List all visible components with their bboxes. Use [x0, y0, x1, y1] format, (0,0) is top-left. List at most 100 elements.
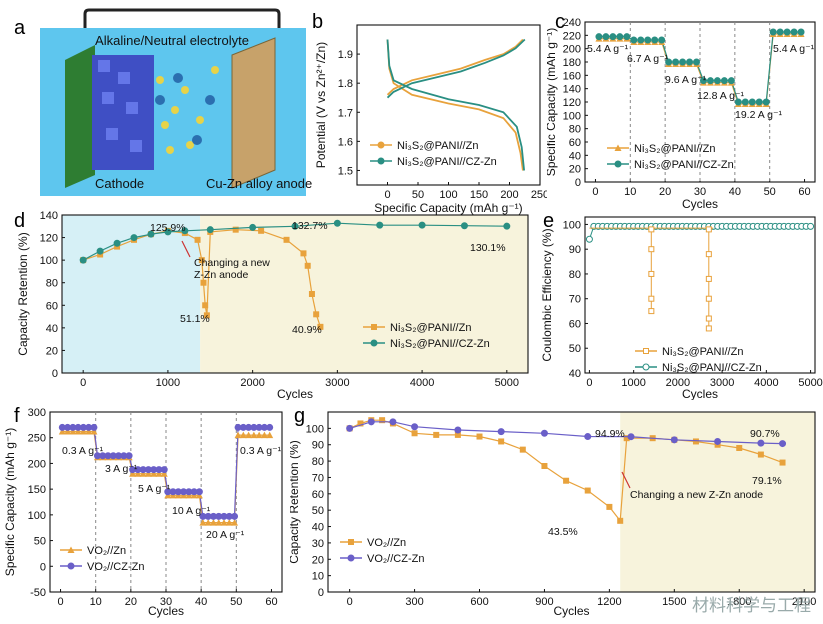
rate-label: 9.6 A g⁻¹ [665, 74, 707, 86]
data-point [757, 451, 764, 458]
anode-label: Cu-Zn alloy anode [206, 176, 312, 191]
legend-marker [614, 160, 622, 168]
panel-b-letter: b [312, 11, 323, 33]
panel-f-chart: f 0 10 20 30 40 50 60 -50 0 50 100 150 200 250 300 Cycl… [3, 405, 283, 618]
electrolyte-label: Alkaline/Neutral electrolyte [95, 33, 249, 48]
y-tick-label: 40 [312, 522, 324, 534]
data-point [249, 223, 257, 231]
data-point-czzn [783, 28, 791, 36]
data-point [648, 246, 655, 253]
data-point [164, 228, 172, 236]
data-point-zn [155, 470, 163, 477]
data-point-czzn [90, 423, 98, 431]
legend-label: Ni₃S₂@PANI//CZ-Zn [397, 156, 497, 168]
y-axis-label: Specific Capacity (mAh g⁻¹) [547, 28, 558, 176]
data-point [617, 517, 624, 524]
y-tick-label: 0 [52, 368, 58, 380]
external-circuit-wire [83, 8, 281, 30]
x-tick-label: 600 [470, 596, 488, 608]
charge-curve [386, 38, 526, 99]
data-point [418, 221, 426, 229]
x-tick-label: 10 [624, 186, 636, 198]
x-axis-label: Cycles [277, 387, 313, 400]
data-point [79, 256, 87, 264]
y-tick-label: 0 [40, 561, 46, 573]
data-point-zn [225, 519, 233, 526]
data-point-czzn [741, 98, 749, 106]
shaded-region-1 [328, 412, 621, 592]
legend-label: Ni₃S₂@PANI//CZ-Zn [662, 362, 762, 374]
panel-g-chart: g 0 300 600 900 1200 1500 1800 2100 0 10 20 30 40 50 6… [290, 405, 816, 618]
x-tick-label: 5000 [798, 377, 822, 389]
x-axis-label: Cycles [682, 387, 718, 400]
annotation: 132.7% [292, 220, 328, 232]
panel-g-letter: g [294, 405, 305, 427]
data-point-czzn [762, 98, 770, 106]
y-tick-label: 60 [569, 137, 581, 149]
annotation: 130.1% [470, 242, 506, 254]
legend-marker [67, 562, 75, 570]
data-point [232, 226, 239, 233]
cathode-crystals [92, 55, 154, 170]
x-tick-label: 50 [230, 596, 242, 608]
x-tick-label: 50 [764, 186, 776, 198]
y-tick-label: -50 [30, 587, 46, 599]
data-point [206, 226, 214, 234]
panel-d-chart: d 0 1000 2000 3000 4000 5000 0 20 40 60 80 100 120 14… [14, 210, 529, 400]
data-point [376, 221, 384, 229]
data-point [313, 311, 320, 318]
annotation: 79.1% [752, 475, 782, 487]
panel-b-chart: b 0 50 100 150 200 250 1.5 1.6 1.7 1.8 1.9 Specific… [312, 11, 547, 215]
x-tick-label: 2100 [792, 596, 816, 608]
data-point-zn [209, 519, 217, 526]
legend-marker [377, 157, 385, 165]
annotation: 51.1% [180, 313, 210, 325]
y-tick-label: 100 [306, 423, 324, 435]
data-point-zn [79, 428, 87, 435]
data-point-czzn [776, 28, 784, 36]
x-tick-label: 4000 [410, 377, 434, 389]
data-point [705, 325, 712, 332]
plot-frame [61, 214, 529, 374]
data-point [367, 418, 375, 426]
series-line-czzn [62, 426, 270, 517]
x-tick-label: 20 [125, 596, 137, 608]
y-tick-label: 120 [563, 97, 581, 109]
data-point [627, 433, 635, 441]
x-tick-label: 0 [586, 377, 592, 389]
data-point-zn [245, 431, 253, 439]
y-tick-label: 60 [569, 318, 581, 330]
shaded-region-2 [200, 215, 528, 373]
annotation-arrow [621, 471, 631, 489]
y-tick-label: 120 [40, 233, 58, 245]
data-point [454, 426, 462, 434]
data-point-zn [64, 428, 72, 435]
y-tick-label: 200 [28, 458, 46, 470]
legend-marker [370, 339, 378, 347]
y-tick-label: 1.5 [338, 165, 353, 177]
y-tick-label: 100 [40, 255, 58, 267]
data-point [346, 424, 354, 432]
data-point [648, 226, 655, 233]
x-tick-label: 0 [384, 189, 390, 201]
data-point [503, 222, 511, 230]
y-tick-label: 0 [318, 587, 324, 599]
x-tick-label: 60 [265, 596, 277, 608]
legend-label: VO₂//CZ-Zn [87, 561, 144, 573]
annotation: Changing a new [194, 257, 270, 269]
data-point [563, 477, 570, 484]
data-point [584, 433, 592, 441]
rate-label: 10 A g⁻¹ [172, 505, 211, 517]
y-tick-label: 10 [312, 571, 324, 583]
y-tick-label: 220 [563, 30, 581, 42]
data-point-czzn [630, 36, 638, 44]
data-point-czzn [679, 58, 687, 66]
x-tick-label: 5000 [495, 377, 519, 389]
x-tick-label: 3000 [710, 377, 734, 389]
data-point [96, 247, 104, 255]
data-point [779, 440, 787, 448]
x-tick-label: 30 [694, 186, 706, 198]
data-point [411, 430, 418, 437]
y-axis-label: Capacity Retention (%) [290, 440, 301, 563]
x-tick-label: 3000 [325, 377, 349, 389]
